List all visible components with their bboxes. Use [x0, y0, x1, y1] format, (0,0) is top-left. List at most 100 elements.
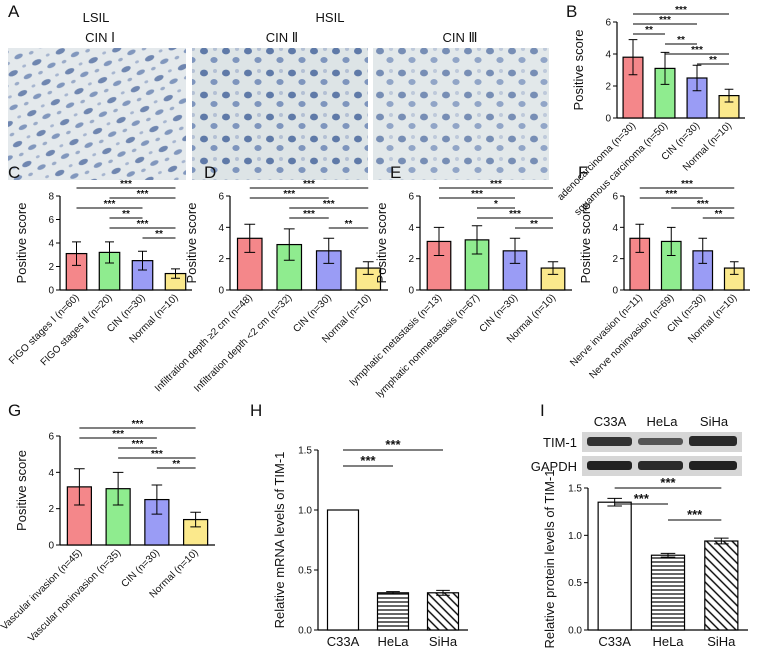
error-bar: [283, 228, 295, 261]
error-bar: [729, 261, 739, 275]
error-bar: [714, 537, 729, 545]
y-tick-label: 6: [605, 18, 611, 29]
y-tick-label: 0: [48, 286, 54, 297]
y-tick-label: 6: [612, 192, 618, 203]
error-bar: [71, 241, 82, 266]
error-bar: [190, 511, 201, 528]
y-tick-label: 2: [408, 254, 414, 265]
panel-letter: E: [390, 163, 401, 182]
significance-label: ***: [132, 439, 144, 450]
y-axis-title: Positive score: [14, 450, 29, 531]
y-tick-label: 0: [48, 541, 54, 552]
y-tick-label: 4: [48, 239, 54, 250]
error-bar: [666, 226, 676, 257]
y-tick-label: 6: [48, 432, 54, 443]
y-tick-label: 2: [218, 254, 224, 265]
error-bar: [436, 589, 450, 596]
significance-label: ***: [687, 507, 703, 522]
y-tick-label: 6: [218, 192, 224, 203]
significance-label: ***: [691, 45, 703, 56]
y-tick-label: 4: [612, 223, 618, 234]
histology-image: [192, 48, 368, 180]
bar: [376, 592, 410, 631]
y-tick-label: 1.0: [568, 531, 582, 542]
error-bar: [660, 51, 670, 85]
error-bar: [698, 237, 708, 264]
error-bar: [112, 471, 124, 506]
error-bar: [244, 223, 256, 253]
y-tick-label: 4: [218, 223, 224, 234]
image-label: CIN Ⅰ: [85, 30, 115, 45]
significance-label: ***: [634, 491, 650, 506]
significance-label: **: [709, 55, 717, 66]
significance-label: ***: [104, 199, 116, 210]
histology-image: [373, 48, 549, 180]
y-tick-label: 8: [48, 192, 54, 203]
significance-label: ***: [137, 219, 149, 230]
significance-label: ***: [471, 189, 483, 200]
bar: [326, 509, 360, 631]
significance-label: ***: [120, 179, 132, 190]
significance-label: ***: [303, 179, 315, 190]
y-tick-label: 6: [48, 215, 54, 226]
y-tick-label: 2: [48, 504, 54, 515]
western-blot: [582, 432, 742, 476]
significance-label: ***: [303, 209, 315, 220]
error-bar: [323, 237, 335, 264]
y-tick-label: 4: [605, 50, 611, 61]
panel-letter: G: [8, 401, 21, 420]
error-bar: [628, 39, 638, 76]
significance-label: ***: [681, 179, 693, 190]
significance-label: ***: [660, 475, 676, 490]
error-bar: [547, 261, 559, 275]
panel-letter: D: [204, 163, 216, 182]
blot-lane-label: HeLa: [646, 414, 678, 429]
significance-label: ***: [659, 15, 671, 26]
significance-label: *: [494, 199, 498, 210]
error-bar: [635, 223, 645, 253]
error-bar: [509, 237, 521, 264]
y-tick-label: 0.5: [298, 566, 312, 577]
significance-label: **: [715, 209, 723, 220]
y-tick-label: 1.5: [298, 446, 312, 457]
significance-label: **: [677, 35, 685, 46]
bar: [426, 592, 460, 631]
significance-label: **: [530, 219, 538, 230]
significance-label: ***: [697, 199, 709, 210]
bar: [183, 518, 209, 546]
error-bar: [170, 268, 181, 279]
panel-letter: C: [8, 163, 20, 182]
y-tick-label: 4: [408, 223, 414, 234]
error-bar: [660, 552, 676, 558]
error-bar: [151, 484, 163, 515]
y-tick-label: 1.5: [568, 484, 582, 495]
x-tick-label: HeLa: [377, 634, 409, 649]
y-tick-label: 0: [408, 286, 414, 297]
significance-label: ***: [283, 189, 295, 200]
significance-label: ***: [151, 449, 163, 460]
error-bar: [137, 250, 148, 271]
y-axis-title: Positive score: [571, 30, 586, 111]
significance-label: **: [155, 229, 163, 240]
significance-label: ***: [137, 189, 149, 200]
bar: [597, 501, 632, 631]
error-bar: [433, 226, 445, 257]
panel-letter: I: [540, 401, 545, 420]
significance-label: ***: [132, 419, 144, 430]
bar: [650, 554, 686, 631]
blot-lane-label: C33A: [594, 414, 627, 429]
x-tick-label: CIN (n=30): [291, 292, 334, 335]
y-axis-title: Positive score: [184, 203, 199, 284]
error-bar: [74, 468, 85, 506]
panel-letter: F: [578, 163, 588, 182]
significance-label: ***: [490, 179, 502, 190]
y-tick-label: 0: [218, 286, 224, 297]
significance-label: **: [345, 219, 353, 230]
error-bar: [692, 64, 702, 92]
error-bar: [362, 261, 374, 275]
y-tick-label: 6: [408, 192, 414, 203]
histology-image: [8, 48, 186, 180]
blot-row-label: TIM-1: [543, 435, 577, 450]
y-axis-title: Positive score: [374, 203, 389, 284]
image-label: CIN Ⅱ: [266, 30, 298, 45]
